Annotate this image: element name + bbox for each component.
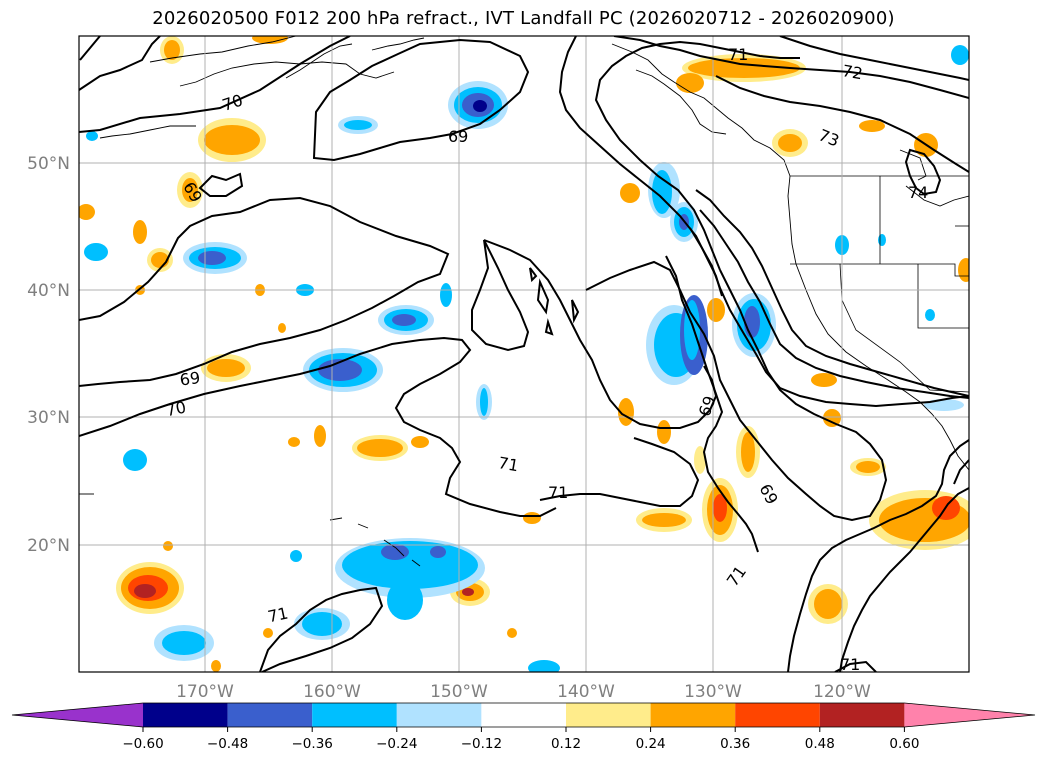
contour-label: 69 <box>179 368 202 390</box>
colorbar-segment <box>143 703 228 727</box>
colorbar-tick-label: 0.48 <box>805 736 835 752</box>
colorbar-tick-label: 0.36 <box>720 736 750 752</box>
longitude-tick-label: 150°W <box>430 682 488 702</box>
colorbar-tick-label: −0.48 <box>207 736 248 752</box>
map-frame <box>78 35 970 673</box>
colorbar-segment <box>481 703 566 727</box>
colorbar-tick-label: 0.12 <box>551 736 581 752</box>
colorbar-tick-label: −0.60 <box>122 736 163 752</box>
colorbar-segment <box>396 703 482 727</box>
colorbar-segment <box>227 703 313 727</box>
contour-label: 71 <box>728 45 748 64</box>
longitude-tick-label: 160°W <box>303 682 361 702</box>
map-title: 2026020500 F012 200 hPa refract., IVT La… <box>152 8 895 29</box>
latitude-axis: 50°N 40°N 30°N 20°N <box>27 154 70 556</box>
colorbar-tick-label: −0.24 <box>376 736 417 752</box>
contour-label: 70 <box>164 398 188 421</box>
colorbar-segment <box>819 703 905 727</box>
contour-label: 69 <box>448 127 468 146</box>
coastlines <box>79 36 969 567</box>
colorbar-segment <box>735 703 820 727</box>
map-area: 70 69 69 69 70 71 71 71 69 69 71 71 72 7… <box>79 36 969 674</box>
colorbar-segments <box>11 702 1036 728</box>
colorbar-segment <box>566 703 651 727</box>
contour-label: 72 <box>841 61 864 83</box>
longitude-axis: 170°W 160°W 150°W 140°W 130°W 120°W <box>176 682 871 702</box>
contour-label: 71 <box>840 655 860 674</box>
longitude-tick-label: 130°W <box>684 682 742 702</box>
latitude-tick-label: 50°N <box>27 154 70 174</box>
longitude-tick-label: 140°W <box>557 682 615 702</box>
latitude-tick-label: 40°N <box>27 281 70 301</box>
negative-anomaly-shading <box>84 45 969 672</box>
colorbar-segment <box>12 703 143 727</box>
contour-label: 71 <box>266 604 290 627</box>
colorbar: −0.60 −0.48 −0.36 −0.24 −0.12 0.12 0.24 0.36 0.4… <box>11 702 1036 752</box>
colorbar-tick-label: 0.60 <box>889 736 919 752</box>
colorbar-tick-label: −0.36 <box>292 736 333 752</box>
colorbar-tick-label: 0.24 <box>636 736 666 752</box>
contour-label: 74 <box>908 183 928 202</box>
colorbar-segment <box>650 703 736 727</box>
latitude-tick-label: 30°N <box>27 408 70 428</box>
contour-label: 71 <box>548 483 568 502</box>
longitude-tick-label: 170°W <box>176 682 234 702</box>
refractivity-contours <box>79 36 969 672</box>
colorbar-segment <box>904 703 1035 727</box>
latitude-tick-label: 20°N <box>27 536 70 556</box>
colorbar-segment <box>312 703 397 727</box>
colorbar-tick-label: −0.12 <box>461 736 502 752</box>
colorbar-ticks: −0.60 −0.48 −0.36 −0.24 −0.12 0.12 0.24 0.36 0.4… <box>122 727 919 752</box>
contour-label: 71 <box>497 453 520 475</box>
longitude-tick-label: 120°W <box>813 682 871 702</box>
